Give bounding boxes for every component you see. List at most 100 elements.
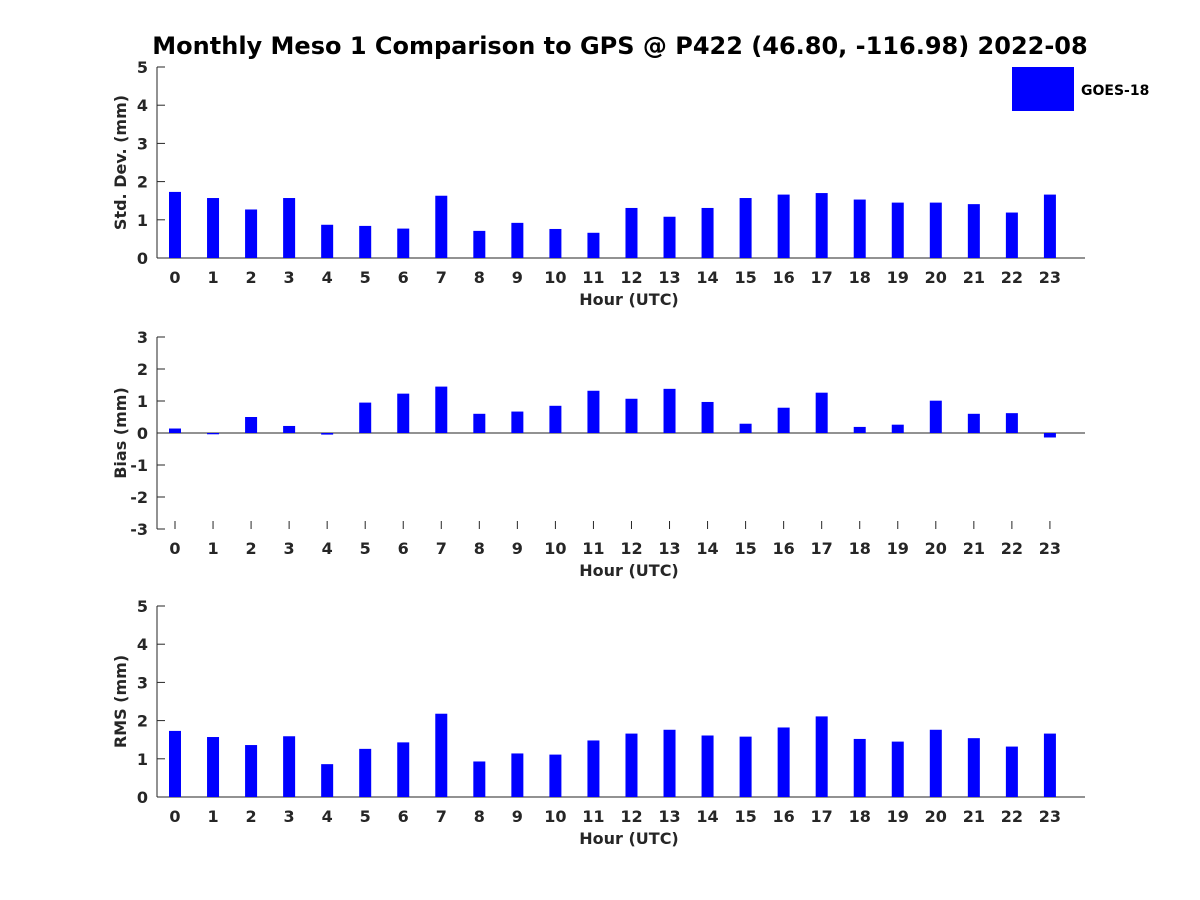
x-tick-label: 20 (925, 807, 947, 826)
x-tick-label: 0 (169, 807, 180, 826)
bar-hour-15 (739, 423, 752, 433)
bar-hour-0 (169, 428, 181, 433)
bar-hour-11 (587, 390, 600, 433)
y-tick-label: 2 (137, 360, 148, 379)
x-tick-label: 10 (544, 807, 566, 826)
bar-hour-9 (511, 222, 524, 258)
bar-hour-23 (1043, 194, 1056, 258)
x-tick-label: 3 (284, 539, 295, 558)
x-tick-label: 17 (811, 539, 833, 558)
bar-hour-17 (815, 392, 828, 433)
x-axis-label: Hour (UTC) (579, 290, 679, 309)
bar-hour-17 (815, 193, 828, 258)
x-tick-label: 8 (474, 268, 485, 287)
bar-hour-11 (587, 232, 600, 258)
bar-hour-11 (587, 740, 600, 797)
x-tick-label: 15 (734, 539, 756, 558)
bar-hour-0 (169, 191, 181, 258)
bar-hour-18 (853, 199, 866, 258)
x-tick-label: 15 (734, 807, 756, 826)
bar-hour-14 (701, 401, 714, 433)
bar-hour-5 (359, 748, 372, 797)
x-tick-label: 11 (582, 807, 604, 826)
bar-hour-6 (397, 742, 410, 797)
bar-hour-8 (473, 413, 486, 433)
bar-hour-16 (777, 727, 790, 797)
bar-hour-3 (283, 736, 296, 797)
bar-hour-5 (359, 225, 372, 258)
bar-hour-22 (1005, 212, 1018, 258)
bar-hour-20 (929, 729, 942, 797)
x-tick-label: 1 (207, 268, 218, 287)
bar-hour-14 (701, 207, 714, 258)
bar-hour-0 (169, 730, 181, 797)
bar-hour-5 (359, 402, 372, 433)
y-tick-label: -3 (130, 520, 148, 539)
bar-hour-12 (625, 733, 638, 797)
bar-hour-19 (891, 424, 904, 433)
x-tick-label: 1 (207, 539, 218, 558)
x-tick-label: 0 (169, 268, 180, 287)
x-tick-label: 7 (436, 539, 447, 558)
bar-hour-4 (321, 764, 334, 797)
bar-hour-13 (663, 729, 676, 797)
bar-hour-22 (1005, 413, 1018, 433)
legend-label: GOES-18 (1081, 83, 1149, 99)
x-tick-label: 9 (512, 807, 523, 826)
bar-hour-12 (625, 207, 638, 258)
bar-hour-23 (1043, 733, 1056, 797)
chart-title: Monthly Meso 1 Comparison to GPS @ P422 … (152, 32, 1087, 60)
bar-hour-16 (777, 407, 790, 433)
bar-hour-19 (891, 741, 904, 797)
x-tick-label: 18 (849, 539, 871, 558)
bar-hour-20 (929, 202, 942, 258)
bar-hour-12 (625, 398, 638, 433)
x-tick-label: 18 (849, 268, 871, 287)
legend: GOES-18 (1012, 67, 1149, 111)
x-tick-label: 21 (963, 807, 985, 826)
bar-hour-9 (511, 753, 524, 797)
x-tick-label: 11 (582, 539, 604, 558)
x-tick-label: 7 (436, 268, 447, 287)
x-tick-label: 23 (1039, 539, 1061, 558)
bar-hour-4 (321, 224, 334, 258)
y-axis-label: RMS (mm) (111, 655, 130, 748)
x-tick-label: 23 (1039, 268, 1061, 287)
bar-hour-13 (663, 216, 676, 258)
y-tick-label: 1 (137, 392, 148, 411)
y-tick-label: 3 (137, 328, 148, 347)
x-tick-label: 11 (582, 268, 604, 287)
y-tick-label: 0 (137, 424, 148, 443)
x-tick-label: 10 (544, 539, 566, 558)
x-tick-label: 22 (1001, 268, 1023, 287)
y-tick-label: 4 (137, 96, 148, 115)
bar-hour-2 (245, 745, 258, 797)
x-tick-label: 22 (1001, 807, 1023, 826)
bar-hour-1 (207, 198, 220, 258)
x-tick-label: 8 (474, 807, 485, 826)
y-tick-label: 3 (137, 134, 148, 153)
x-tick-label: 12 (620, 539, 642, 558)
y-tick-label: 2 (137, 173, 148, 192)
bar-hour-21 (967, 204, 980, 258)
y-tick-label: -2 (130, 488, 148, 507)
bar-hour-23 (1043, 433, 1056, 438)
x-tick-label: 5 (360, 539, 371, 558)
y-tick-label: 0 (137, 788, 148, 807)
x-tick-label: 6 (398, 807, 409, 826)
x-tick-label: 16 (773, 268, 795, 287)
x-tick-label: 6 (398, 539, 409, 558)
x-tick-label: 20 (925, 268, 947, 287)
bar-hour-10 (549, 228, 562, 258)
bar-hour-13 (663, 388, 676, 433)
x-tick-label: 2 (246, 268, 257, 287)
x-tick-label: 3 (284, 268, 295, 287)
bar-hour-16 (777, 194, 790, 258)
bar-hour-4 (321, 433, 334, 435)
x-tick-label: 18 (849, 807, 871, 826)
x-tick-label: 7 (436, 807, 447, 826)
y-tick-label: -1 (130, 456, 148, 475)
